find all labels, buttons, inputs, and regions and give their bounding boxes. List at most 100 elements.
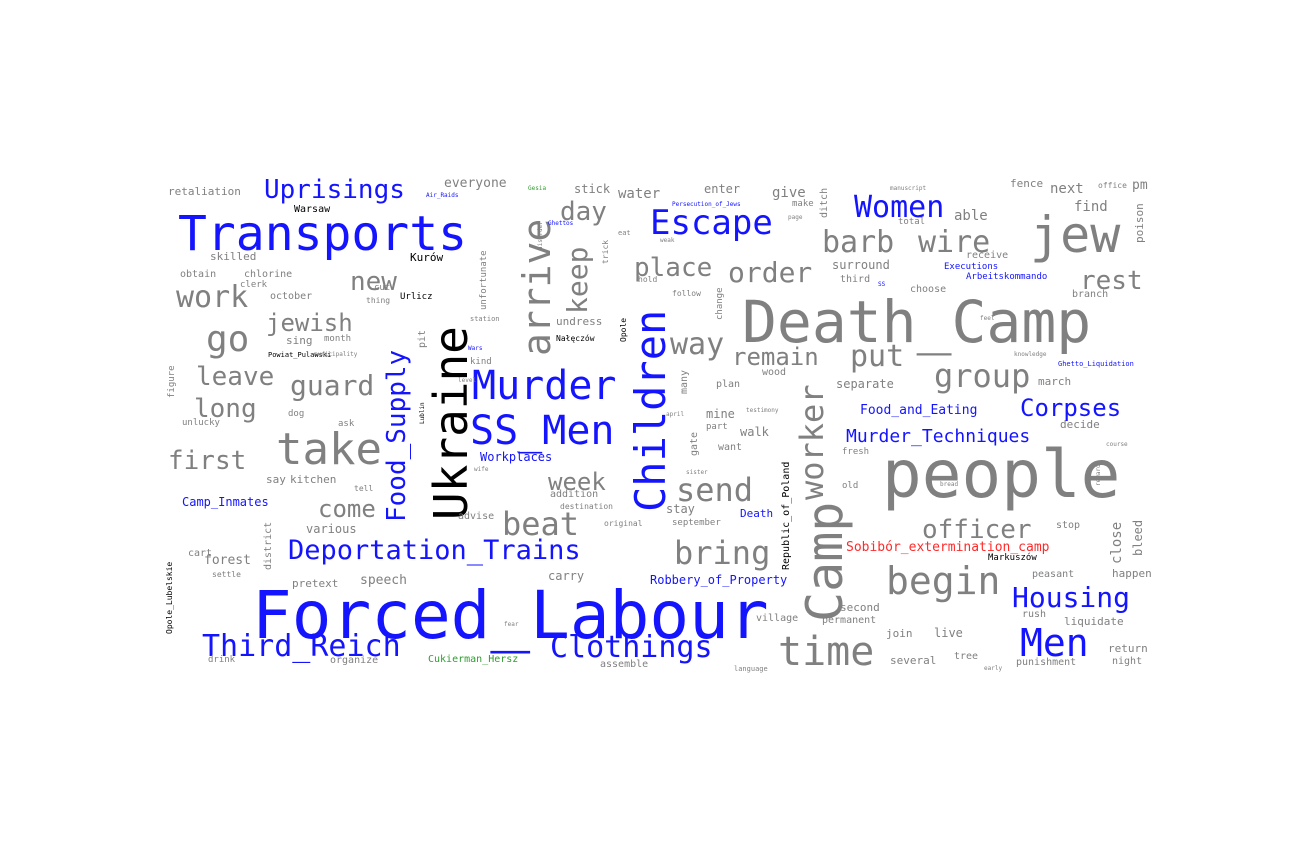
word: tree <box>954 651 979 662</box>
word: Uprisings <box>264 175 405 205</box>
word: Gesia <box>528 185 547 192</box>
word: ask <box>338 419 355 429</box>
word: village <box>756 613 799 624</box>
word: Camp_Inmates <box>182 495 269 509</box>
word: undress <box>556 315 603 328</box>
word: Forced_Labour <box>252 577 769 654</box>
word: chlorine <box>244 269 293 280</box>
word: cart <box>188 548 213 559</box>
word: walk <box>740 425 769 439</box>
word: Robbery_of_Property <box>650 573 788 587</box>
word: Ukraine <box>424 326 478 520</box>
word: time <box>778 629 875 675</box>
word: week <box>548 468 606 496</box>
word: various <box>306 522 357 536</box>
word: trick <box>601 239 610 264</box>
word: organize <box>330 655 379 666</box>
word: dog <box>288 409 305 419</box>
word: sister <box>686 469 708 476</box>
word: municipality <box>314 351 358 358</box>
word: put <box>850 339 905 374</box>
word: Men <box>1020 621 1089 665</box>
word: pm <box>1132 178 1148 193</box>
word: next <box>1050 181 1084 197</box>
word: eat <box>618 229 631 237</box>
word: stay <box>666 502 695 516</box>
word: stick <box>574 182 611 196</box>
word: go <box>206 319 250 360</box>
word: officer <box>922 515 1032 545</box>
word: part <box>706 422 728 432</box>
word: Food_and_Eating <box>860 403 978 418</box>
word: live <box>934 626 963 640</box>
word: beat <box>502 505 580 543</box>
word: cut <box>374 283 391 293</box>
word: course <box>1106 441 1128 448</box>
word: rest <box>1080 266 1143 296</box>
word: Deportation_Trains <box>288 535 581 566</box>
word: total <box>898 217 926 227</box>
word: Ghetto_Liquidation <box>1058 360 1134 368</box>
word: old <box>842 481 859 491</box>
word: first <box>168 446 247 476</box>
word: change <box>715 287 725 320</box>
word: group <box>934 357 1031 395</box>
word: reward <box>1095 464 1102 486</box>
word: want <box>718 442 743 453</box>
word: original <box>604 519 643 528</box>
word: make <box>792 199 814 209</box>
word: order <box>728 256 813 289</box>
word: station <box>470 315 500 323</box>
word: punishment <box>1016 657 1077 668</box>
word: unlucky <box>182 418 220 428</box>
word: Murder_Techniques <box>846 426 1031 447</box>
word: remain <box>732 343 819 371</box>
word: Sobibór_extermination_camp <box>846 540 1050 555</box>
word: tell <box>354 484 374 493</box>
word: choose <box>910 284 947 295</box>
word: april <box>666 411 685 418</box>
word: retaliation <box>168 185 241 198</box>
word: Ghettos <box>548 220 574 227</box>
word: place <box>634 253 713 283</box>
word: bring <box>674 534 771 572</box>
word: liquidate <box>1064 615 1124 628</box>
word: Persecution_of_Jews <box>672 201 741 208</box>
word: Wars <box>468 345 483 352</box>
word: stop <box>1056 520 1081 531</box>
word: fresh <box>842 447 870 457</box>
word: Kurów <box>410 251 444 264</box>
word: guard <box>290 369 375 402</box>
word: many <box>679 369 690 394</box>
word: everyone <box>444 176 507 191</box>
word: office <box>1098 181 1127 190</box>
word: Opole <box>619 317 628 342</box>
word: pit <box>417 329 428 348</box>
word: Urlicz <box>400 292 433 302</box>
word: feel <box>980 315 995 322</box>
word: close <box>1109 521 1125 564</box>
word: bread <box>940 481 959 488</box>
word: separate <box>836 377 894 391</box>
word: Women <box>854 190 945 225</box>
word: kind <box>470 357 492 367</box>
word: day <box>560 197 607 227</box>
word: skilled <box>210 250 257 263</box>
word: Powiat_Pulawski <box>268 351 332 359</box>
word: leave <box>196 362 275 392</box>
word: advise <box>458 511 495 522</box>
word: happen <box>1112 567 1152 580</box>
word: carry <box>548 569 585 583</box>
word: district <box>263 521 274 570</box>
word: branch <box>1072 289 1109 300</box>
word: destination <box>560 502 613 511</box>
word: Republic_of_Poland <box>781 461 792 570</box>
word: gate <box>689 431 700 456</box>
word: begin <box>886 559 1001 603</box>
word: water <box>618 186 661 202</box>
word: Escape <box>650 203 773 243</box>
word: march <box>1038 375 1072 388</box>
word: rush <box>1022 609 1047 620</box>
word: weak <box>660 237 675 244</box>
word: october <box>270 291 313 302</box>
